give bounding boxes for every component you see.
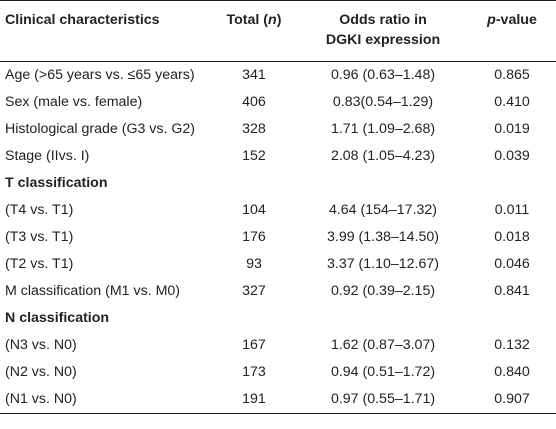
- row-p-value: 0.011: [494, 202, 530, 219]
- clinical-characteristics-table: Clinical characteristics Total (n) Odds …: [0, 0, 556, 414]
- header-total-n: n: [268, 12, 277, 28]
- table-row: M classification (M1 vs. M0) 327 0.92 (0…: [0, 278, 556, 305]
- row-total: 93: [246, 256, 262, 273]
- row-label: Histological grade (G3 vs. G2): [5, 121, 196, 138]
- table-row: Histological grade (G3 vs. G2) 328 1.71 …: [0, 116, 556, 143]
- row-total: 328: [242, 121, 266, 138]
- table-row: (T3 vs. T1) 176 3.99 (1.38–14.50) 0.018: [0, 224, 556, 251]
- row-total: 191: [210, 386, 298, 414]
- row-label: (T2 vs. T1): [5, 256, 74, 273]
- row-total: 173: [242, 364, 266, 381]
- table-header: Clinical characteristics Total (n) Odds …: [0, 0, 556, 62]
- row-p-value: 0.019: [494, 121, 530, 138]
- header-clinical-characteristics: Clinical characteristics: [0, 1, 210, 62]
- table-row: Stage (IIvs. I) 152 2.08 (1.05–4.23) 0.0…: [0, 143, 556, 170]
- row-total: 406: [242, 94, 266, 111]
- empty-cell: [210, 305, 298, 332]
- row-odds-ratio: 4.64 (154–17.32): [328, 202, 438, 219]
- row-label: (N2 vs. N0): [5, 364, 77, 381]
- table-row: (T4 vs. T1) 104 4.64 (154–17.32) 0.011: [0, 197, 556, 224]
- row-odds-ratio: 0.97 (0.55–1.71): [298, 386, 468, 414]
- row-odds-ratio: 0.83(0.54–1.29): [332, 94, 434, 111]
- empty-cell: [298, 305, 468, 332]
- row-p-value: 0.046: [494, 256, 530, 273]
- row-total: 104: [242, 202, 266, 219]
- table-row: Age (>65 years vs. ≤65 years) 341 0.96 (…: [0, 62, 556, 90]
- header-total-suffix: ): [276, 12, 282, 28]
- header-p-suffix: -value: [495, 12, 537, 28]
- row-label: (T4 vs. T1): [5, 202, 74, 219]
- table-row: (T2 vs. T1) 93 3.37 (1.10–12.67) 0.046: [0, 251, 556, 278]
- header-total: Total (n): [210, 1, 298, 62]
- empty-cell: [468, 305, 556, 332]
- header-total-prefix: Total (: [226, 12, 269, 28]
- table-row: (N2 vs. N0) 173 0.94 (0.51–1.72) 0.840: [0, 359, 556, 386]
- row-label: Stage (IIvs. I): [5, 148, 90, 165]
- row-label: (N3 vs. N0): [5, 337, 77, 354]
- row-total: 167: [242, 337, 266, 354]
- row-p-value: 0.132: [494, 337, 530, 354]
- header-odds-ratio: Odds ratio in DGKI expression: [298, 1, 468, 62]
- table-row: (N1 vs. N0) 191 0.97 (0.55–1.71) 0.907: [0, 386, 556, 414]
- row-p-value: 0.039: [494, 148, 530, 165]
- empty-cell: [210, 170, 298, 197]
- header-p-prefix: p: [487, 12, 496, 28]
- row-total: 327: [242, 283, 266, 300]
- row-odds-ratio: 3.99 (1.38–14.50): [326, 229, 439, 246]
- header-odds-line1: Odds ratio in: [339, 12, 427, 28]
- row-label: Sex (male vs. female): [5, 94, 143, 111]
- header-p-value: p-value: [468, 1, 556, 62]
- section-heading-n-classification: N classification: [5, 310, 110, 327]
- header-odds-line2: DGKI expression: [325, 32, 441, 48]
- header-row: Clinical characteristics Total (n) Odds …: [0, 0, 556, 62]
- table-body: Age (>65 years vs. ≤65 years) 341 0.96 (…: [0, 62, 556, 414]
- row-total: 341: [242, 67, 266, 84]
- row-odds-ratio: 1.71 (1.09–2.68): [330, 121, 436, 138]
- row-odds-ratio: 0.92 (0.39–2.15): [330, 283, 436, 300]
- row-odds-ratio: 0.94 (0.51–1.72): [330, 364, 436, 381]
- section-heading-row: T classification: [0, 170, 556, 197]
- row-label: Age (>65 years vs. ≤65 years): [5, 67, 195, 84]
- row-label: (T3 vs. T1): [5, 229, 74, 246]
- row-p-value: 0.907: [468, 386, 556, 414]
- row-odds-ratio: 3.37 (1.10–12.67): [326, 256, 439, 273]
- row-p-value: 0.840: [494, 364, 530, 381]
- empty-cell: [298, 170, 468, 197]
- row-label: (N1 vs. N0): [0, 386, 210, 414]
- row-odds-ratio: 0.96 (0.63–1.48): [330, 67, 436, 84]
- table-row: Sex (male vs. female) 406 0.83(0.54–1.29…: [0, 89, 556, 116]
- row-total: 152: [242, 148, 266, 165]
- row-p-value: 0.841: [494, 283, 530, 300]
- row-total: 176: [242, 229, 266, 246]
- empty-cell: [468, 170, 556, 197]
- row-odds-ratio: 2.08 (1.05–4.23): [330, 148, 436, 165]
- section-heading-row: N classification: [0, 305, 556, 332]
- header-characteristics-text: Clinical characteristics: [5, 12, 160, 28]
- row-label: M classification (M1 vs. M0): [5, 283, 181, 300]
- row-p-value: 0.018: [494, 229, 530, 246]
- section-heading-t-classification: T classification: [5, 175, 108, 192]
- row-p-value: 0.865: [494, 67, 530, 84]
- row-p-value: 0.410: [494, 94, 530, 111]
- row-odds-ratio: 1.62 (0.87–3.07): [330, 337, 436, 354]
- table-row: (N3 vs. N0) 167 1.62 (0.87–3.07) 0.132: [0, 332, 556, 359]
